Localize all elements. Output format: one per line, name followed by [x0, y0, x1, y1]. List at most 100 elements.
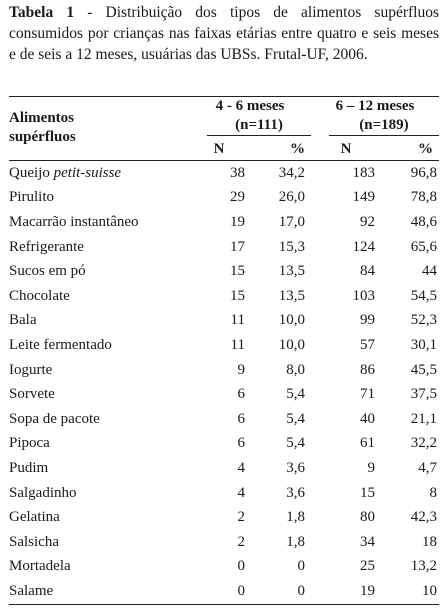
percent-6-12-months: 52,3: [410, 312, 437, 329]
food-name-cell: Sopa de pacote: [9, 407, 189, 432]
table-row: Pudim 4 3,6 9 4,7: [9, 456, 439, 481]
count-4-6-months: 2: [237, 509, 246, 526]
food-header-line2: supérfluos: [9, 128, 76, 145]
count-4-6-months: 4: [237, 459, 246, 476]
percent-6-12-months: 48,6: [410, 213, 437, 230]
food-name: Salsicha: [9, 533, 59, 550]
count-6-12-months: 15: [360, 484, 375, 501]
table-row: Sorvete 6 5,4 71 37,5: [9, 382, 439, 407]
count-4-6-months: 6: [237, 435, 246, 452]
food-name-cell: Pudim: [9, 456, 189, 481]
percent-4-6-months: 0: [297, 558, 306, 575]
col-header-n-group1: N: [213, 140, 225, 157]
food-name-cell: Sorvete: [9, 382, 189, 407]
col-header-pct-group2: %: [418, 140, 433, 157]
percent-6-12-months: 30,1: [410, 336, 437, 353]
group1-n: (n=111): [207, 116, 311, 136]
food-name-cell: Refrigerante: [9, 235, 189, 260]
food-name: Pudim: [9, 459, 49, 476]
percent-4-6-months: 0: [297, 582, 306, 599]
group-header-6-12-months: 6 – 12 meses (n=189): [311, 97, 439, 139]
count-6-12-months: 71: [360, 386, 375, 403]
food-name-cell: Mortadela: [9, 555, 189, 580]
table-row: Leite fermentado 11 10,0 57 30,1: [9, 333, 439, 358]
table-row: Sopa de pacote 6 5,4 40 21,1: [9, 407, 439, 432]
percent-6-12-months: 54,5: [410, 287, 437, 304]
table-row: Iogurte 9 8,0 86 45,5: [9, 358, 439, 383]
food-name: Salame: [9, 582, 54, 599]
food-name: Pirulito: [9, 189, 55, 206]
food-name: Macarrão instantâneo: [9, 213, 139, 230]
table-row: Salgadinho 4 3,6 15 8: [9, 481, 439, 506]
table-caption: Tabela 1 - Distribuição dos tipos de ali…: [9, 2, 439, 65]
count-4-6-months: 0: [237, 582, 246, 599]
table-row: Pipoca 6 5,4 61 32,2: [9, 432, 439, 457]
food-name-cell: Gelatina: [9, 505, 189, 530]
food-name-cell: Pirulito: [9, 186, 189, 211]
count-6-12-months: 92: [360, 213, 375, 230]
percent-6-12-months: 10: [422, 582, 437, 599]
percent-6-12-months: 21,1: [410, 410, 437, 427]
food-name: Sucos em pó: [9, 263, 86, 280]
table-row: Chocolate 15 13,5 103 54,5: [9, 284, 439, 309]
count-6-12-months: 9: [367, 459, 376, 476]
percent-4-6-months: 26,0: [278, 189, 305, 206]
food-name: Queijo: [9, 164, 54, 181]
food-name: Leite fermentado: [9, 336, 112, 353]
percent-4-6-months: 1,8: [286, 509, 305, 526]
count-6-12-months: 19: [360, 582, 375, 599]
table-row: Pirulito 29 26,0 149 78,8: [9, 186, 439, 211]
count-6-12-months: 40: [360, 410, 375, 427]
food-name: Mortadela: [9, 558, 71, 575]
table-row: Macarrão instantâneo 19 17,0 92 48,6: [9, 210, 439, 235]
percent-4-6-months: 1,8: [286, 533, 305, 550]
table-row: Queijo petit-suisse 38 34,2 183 96,8: [9, 161, 439, 186]
food-name-italic: petit-suisse: [53, 164, 122, 181]
percent-6-12-months: 18: [422, 533, 437, 550]
count-4-6-months: 15: [230, 263, 245, 280]
percent-4-6-months: 5,4: [286, 410, 305, 427]
percent-6-12-months: 78,8: [410, 189, 437, 206]
percent-4-6-months: 17,0: [278, 213, 305, 230]
percent-6-12-months: 13,2: [410, 558, 437, 575]
table-row: Salsicha 2 1,8 34 18: [9, 530, 439, 555]
percent-4-6-months: 13,5: [278, 263, 305, 280]
food-name: Gelatina: [9, 509, 60, 526]
percent-4-6-months: 10,0: [278, 312, 305, 329]
count-6-12-months: 149: [352, 189, 376, 206]
food-name-cell: Bala: [9, 309, 189, 334]
food-name-cell: Salsicha: [9, 530, 189, 555]
group2-title: 6 – 12 meses: [335, 98, 415, 114]
table-row: Salame 0 0 19 10: [9, 579, 439, 605]
count-6-12-months: 25: [360, 558, 375, 575]
percent-4-6-months: 5,4: [286, 435, 305, 452]
count-4-6-months: 38: [230, 164, 245, 181]
food-column-header: Alimentos supérfluos: [9, 96, 189, 161]
table-header-row-columns: N % N %: [9, 138, 439, 161]
count-4-6-months: 0: [237, 558, 246, 575]
food-name-cell: Sucos em pó: [9, 259, 189, 284]
table-row: Bala 11 10,0 99 52,3: [9, 309, 439, 334]
table-body: Queijo petit-suisse 38 34,2 183 96,8 Pirulito…: [9, 161, 439, 605]
food-name: Pipoca: [9, 435, 50, 452]
count-4-6-months: 29: [230, 189, 245, 206]
count-6-12-months: 61: [360, 435, 375, 452]
count-6-12-months: 84: [360, 263, 375, 280]
food-header-line1: Alimentos: [9, 109, 74, 126]
table-row: Sucos em pó 15 13,5 84 44: [9, 259, 439, 284]
food-name: Refrigerante: [9, 238, 84, 255]
group2-n: (n=189): [329, 116, 439, 136]
food-name-cell: Leite fermentado: [9, 333, 189, 358]
foods-table: Alimentos supérfluos 4 - 6 meses (n=111)…: [9, 96, 439, 605]
food-name: Iogurte: [9, 361, 53, 378]
food-name-cell: Chocolate: [9, 284, 189, 309]
count-4-6-months: 6: [237, 410, 246, 427]
count-4-6-months: 19: [230, 213, 245, 230]
food-name: Sopa de pacote: [9, 410, 100, 427]
percent-4-6-months: 34,2: [278, 164, 305, 181]
count-4-6-months: 11: [230, 336, 245, 353]
percent-6-12-months: 32,2: [410, 435, 437, 452]
count-6-12-months: 99: [360, 312, 375, 329]
count-6-12-months: 183: [352, 164, 376, 181]
count-6-12-months: 124: [352, 238, 376, 255]
